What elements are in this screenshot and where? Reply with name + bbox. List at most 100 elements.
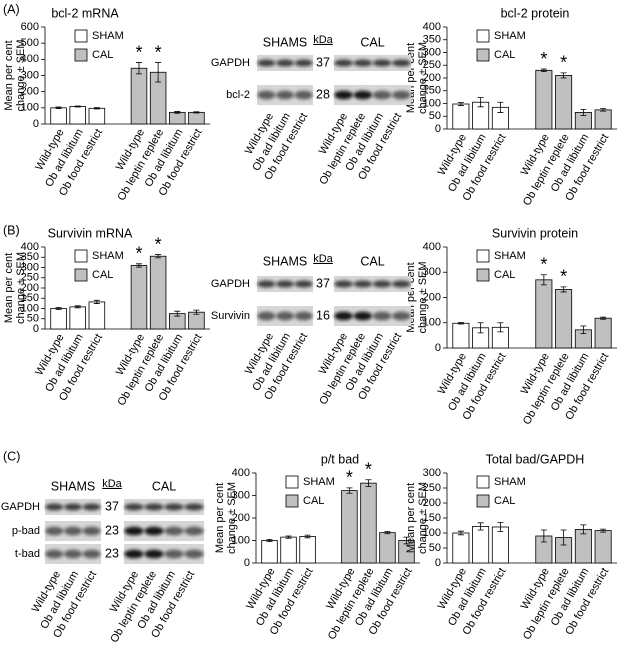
blot-band — [64, 549, 82, 559]
y-tick-label: 200 — [232, 512, 250, 524]
y-tick-label: 200 — [21, 86, 39, 98]
bar — [594, 109, 612, 130]
blot-row-label: GAPDH — [1, 501, 40, 513]
significance-marker: * — [540, 255, 547, 275]
y-tick-label: 600 — [21, 21, 39, 33]
legend-label: SHAM — [494, 30, 526, 42]
y-tick-label: 0 — [435, 342, 441, 354]
bar — [594, 530, 612, 564]
bar — [261, 540, 278, 564]
error-bar — [580, 108, 587, 116]
blot-group-label: SHAMS — [263, 254, 307, 268]
y-tick-label: 150 — [423, 85, 441, 97]
error-bar — [266, 538, 273, 543]
blot-band — [144, 526, 164, 536]
y-tick-label: 0 — [33, 118, 39, 130]
error-bar — [540, 529, 547, 543]
bar — [69, 106, 86, 125]
significance-marker: * — [135, 244, 142, 264]
blot-band — [164, 526, 184, 536]
blot-background — [334, 306, 411, 326]
blot-band — [184, 549, 204, 559]
chart-title: Survivin mRNA — [48, 226, 133, 240]
error-bar — [135, 62, 142, 75]
bar — [341, 490, 358, 564]
bar — [69, 306, 86, 330]
y-axis-label: change ± SEM — [417, 42, 429, 114]
y-tick-label: 400 — [232, 467, 250, 479]
significance-marker: * — [135, 42, 142, 62]
kda-header: kDa — [313, 253, 333, 265]
legend-swatch — [74, 48, 88, 62]
error-bar — [304, 534, 311, 539]
blot-background — [124, 521, 204, 541]
bar — [50, 308, 67, 330]
panel-label: (B) — [3, 223, 20, 237]
bar — [452, 103, 470, 130]
legend-label: CAL — [494, 269, 515, 281]
y-axis-label: change ± SEM — [417, 261, 429, 333]
chart-title: Total bad/GAPDH — [486, 452, 585, 466]
blot-band — [144, 503, 164, 511]
blot-background — [124, 544, 204, 564]
y-axis-label: Mean per cent — [405, 483, 417, 553]
blot-band — [353, 280, 373, 288]
y-tick-label: 150 — [423, 512, 441, 524]
legend-label: CAL — [303, 495, 324, 507]
error-bar — [580, 325, 587, 335]
error-bar — [74, 105, 81, 108]
error-bar — [560, 286, 567, 293]
bar — [555, 75, 573, 130]
y-tick-label: 250 — [21, 272, 39, 284]
y-tick-label: 400 — [423, 21, 441, 33]
bar — [535, 69, 553, 130]
y-tick-label: 100 — [232, 534, 250, 546]
error-bar — [477, 97, 484, 108]
blot-band — [294, 311, 313, 321]
blot-band — [392, 280, 411, 288]
y-tick-label: 50 — [27, 313, 39, 325]
chart-title: bcl-2 mRNA — [51, 6, 119, 20]
y-tick-label: 100 — [423, 527, 441, 539]
kda-value: 28 — [316, 87, 330, 101]
bar — [88, 301, 106, 330]
kda-value: 37 — [316, 276, 330, 290]
y-axis-label: Mean per cent — [214, 483, 226, 553]
blot-band — [353, 311, 373, 321]
y-axis-label: change ± SEM — [15, 39, 27, 111]
legend-label: CAL — [494, 495, 515, 507]
blot-background — [124, 499, 204, 515]
kda-value: 23 — [105, 546, 119, 560]
error-bar — [457, 322, 464, 325]
blot-band — [372, 59, 392, 67]
error-bar — [403, 536, 410, 545]
error-bar — [540, 274, 547, 286]
blot-band — [276, 280, 294, 288]
significance-marker: * — [560, 53, 567, 73]
error-bar — [477, 522, 484, 531]
blot-group-label: SHAMS — [263, 35, 307, 49]
y-tick-label: 100 — [423, 97, 441, 109]
error-bar — [93, 107, 100, 110]
blot-background — [334, 55, 411, 71]
blot-band — [257, 59, 276, 67]
blot-band — [257, 280, 276, 288]
bar — [188, 311, 205, 330]
blot-band — [124, 526, 144, 536]
bar — [149, 255, 167, 330]
blot-background — [334, 276, 411, 292]
blot-band — [184, 526, 204, 536]
y-tick-label: 350 — [21, 251, 39, 263]
kda-value: 37 — [316, 55, 330, 69]
error-bar — [193, 111, 200, 114]
y-tick-label: 200 — [423, 497, 441, 509]
blot-band — [64, 503, 82, 511]
blot-band — [64, 526, 82, 536]
error-bar — [285, 535, 292, 539]
significance-marker: * — [155, 42, 162, 62]
blot-row-label: Survivin — [211, 310, 250, 322]
blot-band — [372, 90, 392, 100]
bar — [188, 111, 205, 125]
blot-row-label: p-bad — [12, 525, 40, 537]
